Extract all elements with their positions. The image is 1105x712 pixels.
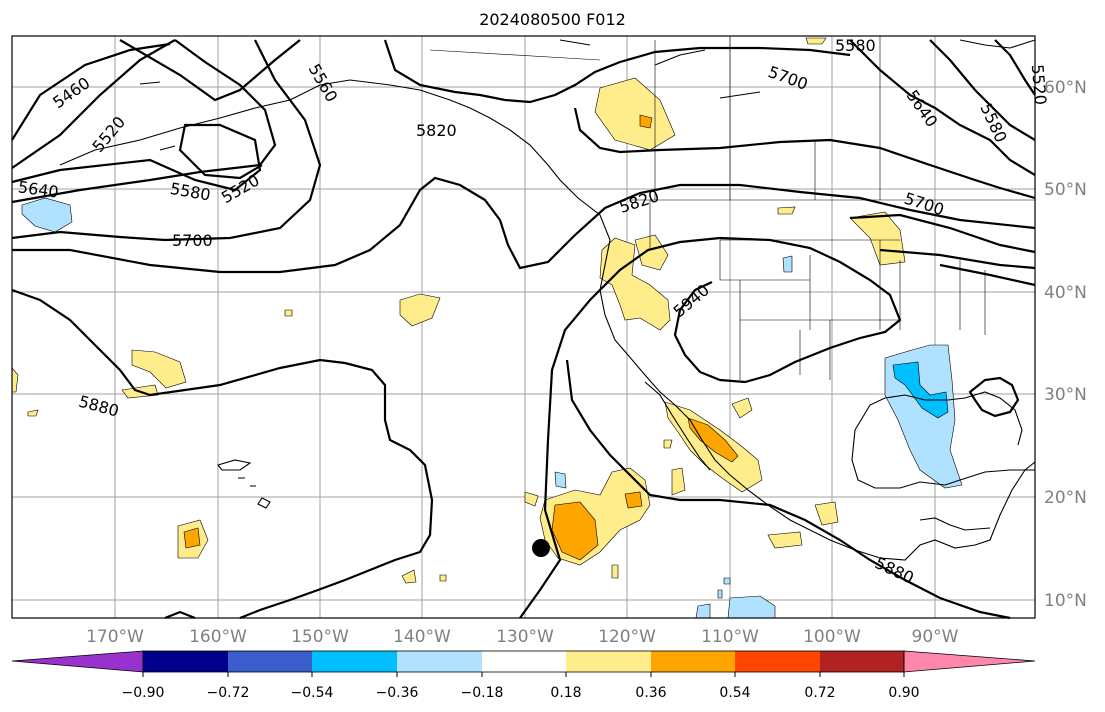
colorbar-extend-low	[11, 650, 144, 673]
colorbar-tick: −0.54	[291, 685, 334, 701]
lat-label: 60°N	[1044, 78, 1087, 98]
contour-label: 5520	[1028, 64, 1050, 106]
lat-label: 40°N	[1044, 283, 1087, 303]
lat-label: 30°N	[1044, 385, 1087, 405]
storm-center-marker	[532, 539, 550, 557]
coastlines	[59, 39, 1036, 561]
colorbar-tick: 0.36	[635, 685, 666, 701]
contour-label: 5700	[172, 231, 213, 250]
height-contours	[11, 39, 1036, 620]
lon-label: 100°W	[803, 627, 861, 647]
lon-label: 120°W	[598, 627, 656, 647]
contour-label: 5820	[416, 121, 457, 140]
lat-label: 10°N	[1044, 591, 1087, 611]
map-frame	[11, 35, 1036, 619]
lon-labels: 170°W 160°W 150°W 140°W 130°W 120°W 110°…	[86, 627, 959, 647]
lon-label: 90°W	[912, 627, 959, 647]
colorbar: −0.90 −0.72 −0.54 −0.36 −0.18 0.18 0.36 …	[11, 650, 1036, 701]
colorbar-tick: −0.18	[461, 685, 504, 701]
gridlines	[12, 36, 1035, 618]
lon-label: 110°W	[701, 627, 759, 647]
colorbar-tick: −0.72	[207, 685, 250, 701]
colorbar-tick: 0.72	[804, 685, 835, 701]
lat-label: 50°N	[1044, 180, 1087, 200]
colorbar-tick: −0.90	[122, 685, 165, 701]
colorbar-tick: −0.36	[376, 685, 419, 701]
lon-label: 140°W	[393, 627, 451, 647]
lon-label: 160°W	[189, 627, 247, 647]
negative-shading	[21, 197, 963, 619]
colorbar-tick: 0.18	[550, 685, 581, 701]
lat-labels: 10°N 20°N 30°N 40°N 50°N 60°N	[1044, 78, 1087, 611]
colorbar-tick: 0.54	[719, 685, 750, 701]
map-panel	[12, 36, 1035, 618]
state-boundaries	[429, 36, 1035, 380]
colorbar-tick: 0.90	[888, 685, 919, 701]
lat-label: 20°N	[1044, 488, 1087, 508]
contour-label: 5580	[835, 36, 876, 55]
lon-label: 130°W	[496, 627, 554, 647]
colorbar-extend-high	[903, 650, 1036, 673]
map-title: 2024080500 F012	[479, 10, 626, 29]
lon-label: 150°W	[291, 627, 349, 647]
lon-label: 170°W	[86, 627, 144, 647]
